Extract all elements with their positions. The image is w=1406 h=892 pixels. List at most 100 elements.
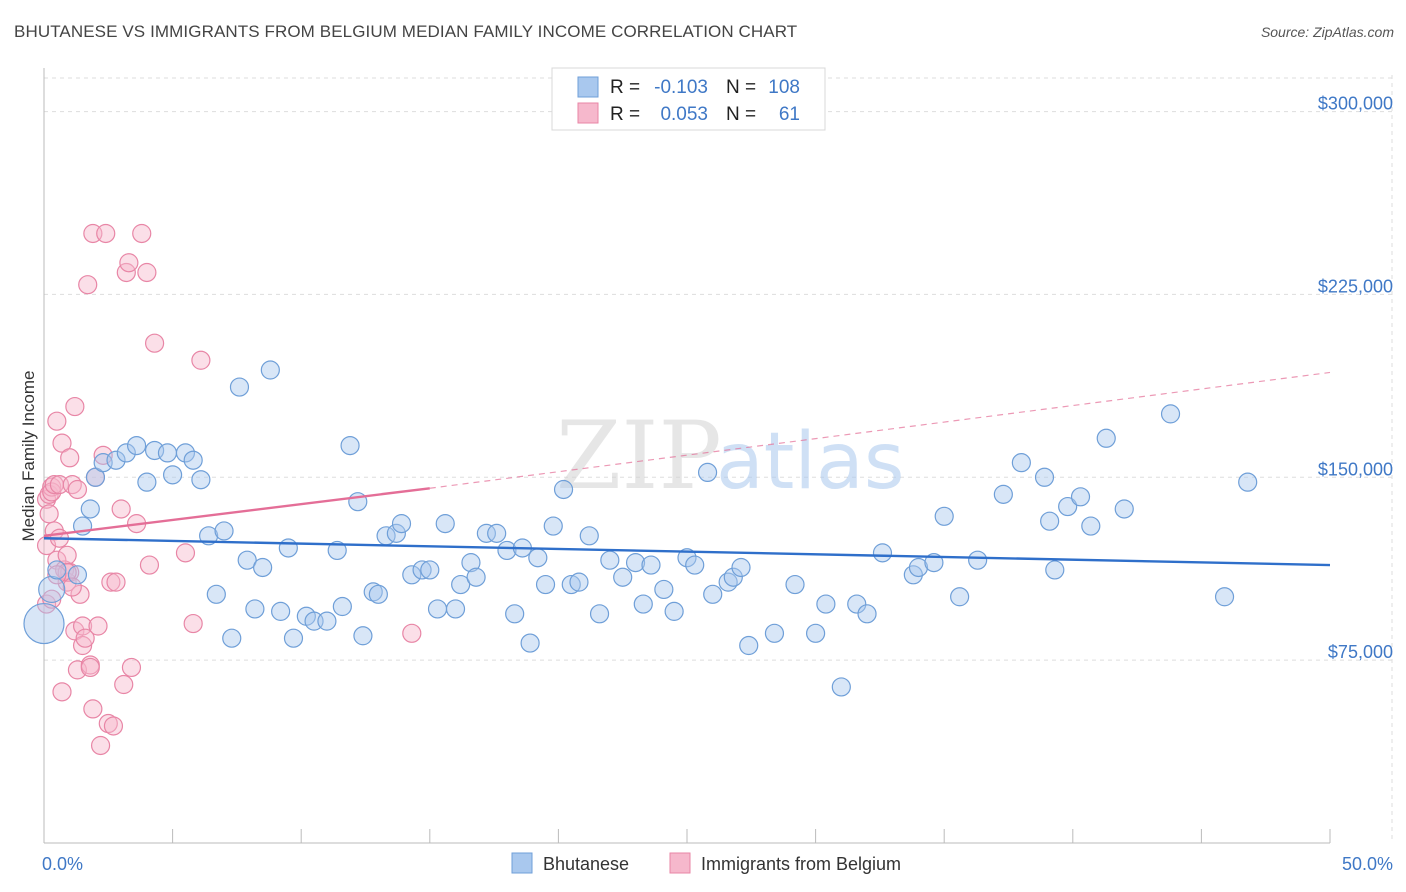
blue-point [47,560,67,580]
blue-point [589,604,610,624]
blue-point [968,550,988,570]
pink-point [139,555,160,575]
legend-n-value-1: 108 [768,77,800,98]
blue-point [106,450,126,470]
chart-title: BHUTANESE VS IMMIGRANTS FROM BELGIUM MED… [14,22,798,41]
pink-point [80,657,100,678]
y-axis-label: Median Family Income [19,370,38,541]
blue-point [353,626,373,646]
pink-point [62,577,82,597]
blue-point [561,574,581,595]
pink-point [175,543,196,563]
blue-point [579,526,599,546]
pink-point [132,223,152,244]
pink-point [121,657,142,678]
blue-point [260,360,280,380]
blue-point [402,565,422,585]
blue-point [731,557,751,578]
source-label: Source: ZipAtlas.com [1260,24,1394,40]
blue-point [847,594,867,614]
blue-point [38,575,66,604]
blue-point [664,601,684,621]
blue-point [600,550,620,570]
watermark: ZIP atlas [556,402,905,511]
blue-point [183,450,203,470]
blue-point [764,623,785,643]
x-tick-min: 0.0% [42,854,83,874]
legend-r-value-2: 0.053 [660,104,708,125]
blue-point [1034,467,1055,487]
blue-point [993,484,1013,504]
blue-point [67,565,88,585]
blue-point [476,523,496,543]
blue-point [245,599,265,619]
legend-swatch-pink [577,102,599,124]
pink-point [72,616,93,636]
blue-point [222,628,242,648]
blue-point [461,553,481,573]
pink-point [42,477,62,497]
blue-point [677,548,697,568]
legend-swatch-blue [577,76,599,98]
legend-box: R = -0.103 N = 108 R = 0.053 N = 61 [551,67,826,131]
blue-point [857,604,877,624]
pink-point [137,262,157,283]
pink-point [101,572,121,592]
pink-point [60,448,80,468]
blue-point [805,623,826,643]
blue-point [271,601,291,621]
blue-point [427,599,448,619]
pink-point [70,584,90,604]
blue-point [613,567,633,587]
pink-points [36,223,422,756]
blue-point [386,523,406,543]
blue-point [497,540,517,561]
y-tick-labels: $75,000 $150,000 $225,000 $300,000 [1318,94,1393,663]
pink-trend-extension [429,371,1331,489]
blue-point [1040,511,1060,531]
pink-point [106,572,126,592]
blue-point [505,604,525,624]
blue-point [163,465,183,485]
blue-point [1096,428,1116,448]
blue-point [23,602,65,645]
pink-point [111,499,131,519]
axes [43,68,1331,844]
blue-point [641,555,661,575]
blue-point [703,584,723,604]
blue-point [625,553,646,573]
blue-point [229,377,250,397]
pink-point [183,613,203,634]
pink-point [47,411,67,431]
bottom-legend-swatch-blue [511,852,533,874]
blue-point [924,553,944,573]
blue-point [1214,587,1235,607]
blue-point [1011,453,1031,473]
blue-point [283,628,304,648]
legend-n-value-2: 61 [779,104,800,125]
blue-point [80,499,100,519]
y-tick-label-0: $75,000 [1328,642,1393,662]
blue-point [553,479,574,500]
blue-point [816,594,836,614]
blue-point [137,472,157,492]
blue-point [199,526,219,546]
blue-point [520,633,540,653]
y-tick-label-2: $225,000 [1318,276,1393,296]
legend-n-label-2: N = [726,104,756,125]
pink-point [42,482,62,502]
pink-point [114,674,134,695]
pink-point [103,716,124,736]
blue-point [543,516,563,536]
blue-point [685,555,705,575]
pink-point [72,635,93,656]
pink-point [67,479,88,500]
blue-points [23,360,1258,697]
pink-point [39,484,59,504]
blue-point [697,462,718,483]
blue-point [116,443,136,463]
x-tick-max: 50.0% [1342,854,1393,874]
blue-point [1070,487,1091,507]
blue-point [157,443,178,463]
